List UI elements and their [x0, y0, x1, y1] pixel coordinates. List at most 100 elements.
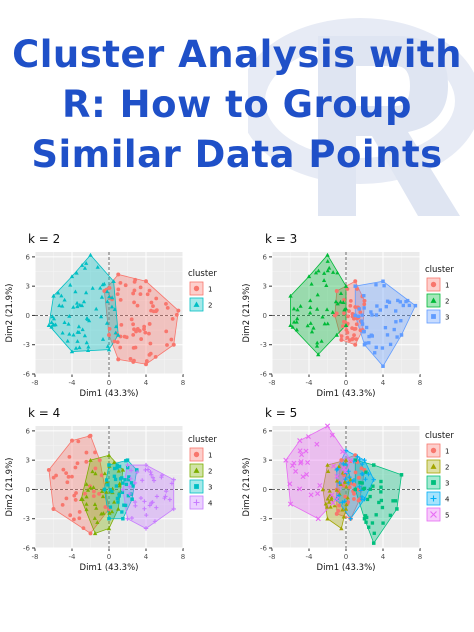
- data-point: [371, 463, 376, 467]
- data-point: [112, 307, 117, 311]
- data-point: [329, 495, 334, 500]
- chart-title: k = 4: [28, 406, 61, 420]
- data-point: [343, 283, 349, 288]
- data-point: [345, 287, 350, 291]
- x-tick-label: 4: [381, 379, 386, 387]
- data-point: [99, 294, 105, 299]
- data-point: [84, 261, 89, 265]
- data-point: [88, 252, 93, 257]
- data-point: [103, 505, 108, 509]
- data-point: [315, 516, 321, 522]
- data-point: [85, 487, 91, 492]
- data-point: [364, 520, 368, 524]
- legend-symbol: [431, 480, 436, 485]
- legend-symbol: [193, 467, 200, 473]
- data-point: [308, 305, 313, 309]
- data-point: [82, 266, 88, 270]
- data-point: [125, 458, 130, 462]
- y-tick-label: 6: [26, 427, 31, 435]
- data-point: [352, 333, 356, 338]
- data-point: [295, 316, 300, 321]
- data-point: [66, 474, 71, 479]
- x-tick-label: 4: [381, 553, 386, 561]
- y-tick-label: 3: [26, 457, 30, 465]
- data-point: [88, 485, 93, 490]
- data-point: [339, 334, 344, 339]
- data-point: [73, 465, 78, 470]
- legend-label: 3: [445, 314, 449, 322]
- data-point: [344, 328, 349, 332]
- legend-label: 1: [445, 282, 449, 290]
- data-point: [115, 463, 119, 468]
- data-point: [381, 364, 385, 368]
- data-point: [84, 507, 89, 512]
- data-point: [133, 345, 138, 350]
- data-point: [352, 483, 357, 487]
- data-point: [321, 278, 327, 282]
- data-point: [116, 287, 121, 292]
- data-point: [380, 346, 385, 350]
- data-point: [381, 521, 385, 525]
- data-point: [131, 484, 135, 488]
- data-point: [388, 513, 393, 518]
- data-point: [362, 457, 367, 463]
- legend-label: 5: [445, 512, 449, 520]
- data-point: [358, 488, 363, 493]
- cluster-points: [353, 458, 404, 545]
- data-point: [391, 499, 395, 503]
- data-point: [135, 303, 140, 308]
- data-point: [308, 492, 314, 498]
- data-point: [113, 330, 118, 335]
- data-point: [290, 324, 295, 329]
- data-point: [340, 449, 346, 455]
- data-point: [308, 310, 313, 315]
- data-point: [105, 344, 110, 348]
- data-point: [131, 332, 136, 337]
- data-point: [86, 348, 91, 352]
- data-point: [311, 325, 316, 330]
- data-point: [132, 480, 138, 486]
- data-point: [353, 326, 358, 331]
- data-point: [366, 472, 371, 477]
- y-tick-label: 0: [26, 312, 30, 320]
- data-point: [118, 477, 123, 481]
- legend-label: 2: [445, 298, 449, 306]
- data-point: [88, 531, 93, 536]
- data-point: [107, 294, 112, 299]
- data-point: [340, 324, 345, 328]
- data-point: [339, 526, 344, 531]
- data-point: [118, 345, 123, 350]
- data-point: [341, 300, 346, 304]
- data-point: [135, 470, 140, 475]
- data-point: [340, 500, 345, 505]
- data-point: [75, 329, 80, 334]
- data-point: [129, 468, 134, 473]
- data-point: [315, 306, 320, 311]
- data-point: [174, 312, 179, 317]
- data-point: [379, 498, 384, 503]
- chart-k3: -8 -4 0 4 8 -6 -3 0 3 6 Dim1 (43.3%) Dim2 (21.9%) cl…: [242, 252, 454, 399]
- data-point: [80, 497, 85, 501]
- data-point: [74, 300, 80, 305]
- data-point: [325, 259, 330, 263]
- data-point: [288, 293, 293, 298]
- legend-symbol: [430, 463, 437, 469]
- data-point: [116, 272, 121, 277]
- data-point: [384, 304, 388, 309]
- data-point: [115, 292, 120, 297]
- data-point: [315, 292, 320, 297]
- data-point: [346, 500, 350, 504]
- cluster-points: [102, 458, 139, 521]
- legend-label: 2: [208, 302, 212, 310]
- data-point: [129, 317, 134, 322]
- data-point: [110, 295, 115, 300]
- data-point: [83, 491, 87, 496]
- data-point: [116, 506, 121, 511]
- data-point: [99, 473, 104, 478]
- data-point: [74, 270, 79, 275]
- data-point: [362, 306, 366, 310]
- data-point: [113, 477, 118, 482]
- page-title: Cluster Analysis with R: How to Group Si…: [0, 30, 474, 180]
- data-point: [297, 448, 303, 454]
- legend-label: 1: [208, 286, 212, 294]
